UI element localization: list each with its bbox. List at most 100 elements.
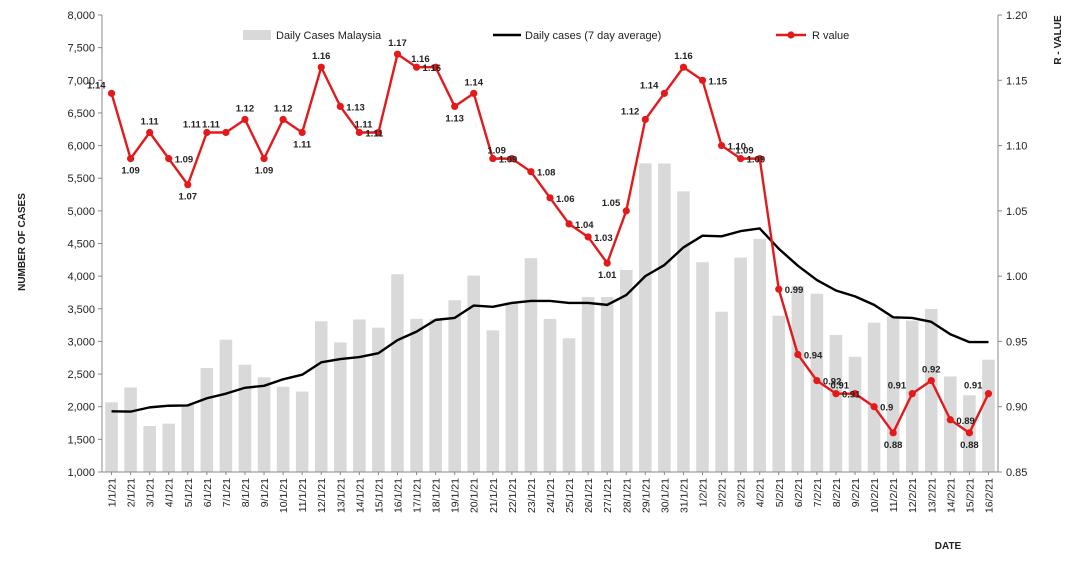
axes-layer: 1,000 1,500 2,000 2,500 3,000 3,500 4,000 4,500… [67, 10, 1027, 513]
x-tick-label: 13/1/21 [335, 478, 347, 513]
r-line-layer [107, 50, 993, 437]
x-tick-label: 16/1/21 [392, 478, 404, 513]
r-data-label: 1.16 [312, 51, 331, 62]
y-tick-label: 6,500 [67, 108, 95, 120]
r-data-label: 0.92 [922, 365, 941, 376]
r-data-label: 1.17 [388, 38, 407, 49]
bar [391, 274, 404, 472]
bar [372, 327, 385, 472]
bar [600, 297, 614, 472]
y-tick-label: 2,500 [67, 369, 95, 381]
bar [619, 270, 633, 472]
bar [448, 300, 461, 472]
x-tick-label: 26/1/21 [583, 478, 595, 513]
x-tick-label: 13/2/21 [926, 478, 938, 513]
avg-line [111, 227, 989, 413]
r-point [660, 89, 668, 97]
bar [543, 318, 557, 472]
r-point [222, 128, 230, 137]
y2-tick-label: 1.20 [1006, 10, 1027, 22]
bar [143, 426, 156, 472]
x-tick-label: 9/2/21 [850, 478, 862, 507]
y-tick-label: 3,000 [67, 336, 95, 348]
x-tick-label: 10/1/21 [278, 478, 290, 513]
x-tick-label: 20/1/21 [469, 478, 481, 513]
bar [696, 262, 709, 472]
bar [410, 318, 423, 472]
r-point [489, 155, 497, 163]
bar [238, 364, 252, 472]
bar [467, 275, 481, 472]
bar [200, 368, 214, 472]
x-tick-label: 12/2/21 [907, 478, 919, 513]
y2-axis-title: R - VALUE [1053, 15, 1064, 65]
x-tick-label: 27/1/21 [602, 478, 614, 513]
bar [829, 334, 843, 472]
y-tick-label: 4,000 [67, 271, 95, 283]
y2-tick-label: 1.15 [1006, 75, 1027, 87]
r-point [470, 89, 478, 97]
r-labels-layer: 1.141.091.111.091.071.11 1.111.121.091.12… [87, 38, 983, 451]
bar [105, 402, 118, 472]
bar [486, 330, 500, 472]
bar [257, 377, 271, 472]
r-data-label: 0.91 [831, 381, 850, 392]
x-tick-label: 1/2/21 [698, 478, 710, 507]
x-tick-label: 16/2/21 [983, 478, 995, 513]
r-point [260, 155, 268, 163]
x-tick-label: 9/1/21 [259, 478, 271, 507]
r-data-label: 1.09 [255, 166, 274, 177]
x-tick-label: 23/1/21 [526, 478, 538, 513]
x-tick-label: 2/2/21 [717, 478, 729, 507]
r-point [603, 259, 611, 267]
x-tick-label: 4/2/21 [755, 478, 767, 507]
y-tick-label: 6,000 [67, 141, 95, 153]
bar [334, 342, 347, 472]
y2-tick-label: 1.05 [1006, 206, 1027, 218]
r-data-label: 1.03 [594, 233, 613, 244]
legend-label-avg: Daily cases (7 day average) [525, 30, 661, 42]
r-point [241, 115, 249, 124]
r-data-label: 0.91 [842, 390, 861, 401]
y-tick-label: 7,000 [67, 75, 95, 87]
r-point [908, 390, 916, 398]
r-point [374, 128, 383, 137]
r-data-label: 1.01 [598, 270, 617, 281]
r-data-label: 0.99 [785, 285, 804, 296]
r-data-label: 1.05 [602, 198, 621, 209]
r-point [184, 181, 192, 189]
x-tick-label: 7/2/21 [812, 478, 824, 507]
y2-tick-label: 1.10 [1006, 141, 1027, 153]
r-data-label: 1.09 [499, 155, 518, 166]
legend-label-r: R value [812, 30, 849, 42]
r-data-label: 1.06 [556, 194, 575, 205]
y2-tick-label: 0.85 [1006, 467, 1027, 479]
r-data-label: 1.10 [728, 142, 747, 153]
r-data-label: 1.09 [121, 166, 140, 177]
r-data-label: 1.09 [747, 155, 766, 166]
r-data-label: 1.11 [354, 120, 373, 131]
r-point [832, 390, 840, 398]
bar [124, 387, 137, 472]
x-tick-label: 30/1/21 [659, 478, 671, 513]
bar [429, 319, 442, 472]
y2-tick-label: 0.95 [1006, 336, 1027, 348]
bar [562, 338, 576, 472]
r-point [775, 285, 783, 293]
r-point [165, 155, 173, 163]
y-tick-label: 8,000 [67, 10, 95, 22]
r-point [641, 115, 649, 124]
y2-tick-label: 0.90 [1006, 402, 1027, 414]
r-point [107, 89, 116, 97]
r-data-label: 1.11 [183, 120, 202, 131]
r-data-label: 0.92 [823, 377, 842, 388]
bar [867, 322, 881, 472]
legend: Daily Cases Malaysia Daily cases (7 day a… [243, 30, 849, 42]
y-tick-label: 3,500 [67, 304, 95, 316]
r-point [927, 377, 935, 385]
bar [791, 286, 805, 472]
y-axis-title: NUMBER OF CASES [17, 193, 28, 291]
x-tick-label: 4/1/21 [164, 478, 176, 507]
r-data-label: 1.09 [735, 146, 754, 157]
y-tick-label: 7,500 [67, 43, 95, 55]
